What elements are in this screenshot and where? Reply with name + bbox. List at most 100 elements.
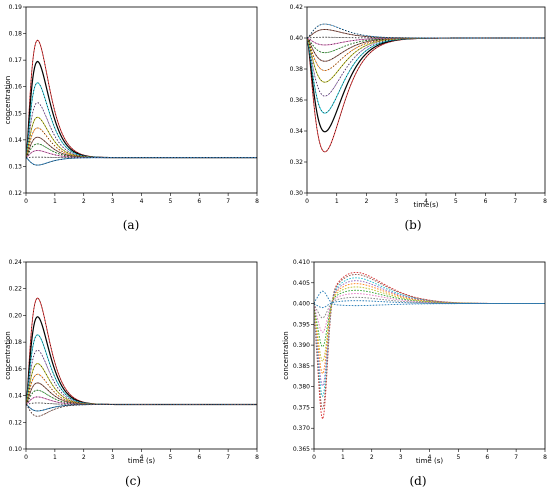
x-tick-label: 5 — [168, 198, 172, 205]
x-tick-label: 1 — [335, 198, 339, 205]
series-line — [26, 349, 257, 405]
y-tick-label: 0.10 — [9, 446, 23, 453]
y-tick-label: 0.390 — [293, 342, 310, 349]
series-line — [26, 116, 257, 159]
x-tick-label: 0 — [24, 454, 28, 461]
series-line — [307, 29, 545, 39]
x-axis-label: time (s) — [416, 457, 443, 465]
y-tick-label: 0.14 — [9, 393, 23, 400]
y-tick-label: 0.42 — [290, 4, 304, 11]
series-line — [307, 37, 545, 83]
series-group — [307, 23, 545, 153]
x-tick-label: 2 — [370, 454, 374, 461]
x-tick-label: 6 — [484, 198, 488, 205]
series-line-overlay — [26, 150, 257, 158]
series-line — [26, 150, 257, 159]
y-tick-label: 0.395 — [293, 321, 310, 328]
series-line-overlay — [26, 396, 257, 405]
series-line-overlay — [26, 334, 257, 405]
series-line-overlay — [26, 157, 257, 166]
x-tick-label: 2 — [82, 198, 86, 205]
y-axis-label: concentration — [4, 331, 12, 379]
x-tick-label: 6 — [197, 198, 201, 205]
x-tick-label: 1 — [53, 454, 57, 461]
x-tick-label: 4 — [424, 198, 428, 205]
series-line-overlay — [307, 23, 545, 39]
axes-frame — [306, 6, 546, 194]
series-line — [314, 283, 545, 375]
y-tick-label: 0.20 — [9, 312, 23, 319]
y-tick-label: 0.14 — [9, 137, 23, 144]
series-line — [307, 37, 545, 114]
x-tick-label: 3 — [399, 454, 403, 461]
x-tick-label: 5 — [454, 198, 458, 205]
series-line-overlay — [26, 373, 257, 405]
y-tick-label: 0.405 — [293, 280, 310, 287]
x-tick-label: 1 — [341, 454, 345, 461]
series-line — [314, 289, 545, 348]
y-axis-label: concentration — [282, 331, 290, 379]
series-line-overlay — [26, 389, 257, 405]
y-tick-label: 0.15 — [9, 110, 23, 117]
x-tick-label: 8 — [255, 454, 259, 461]
chart-panel-b: 0 1 2 3 4 5 6 7 8 0.30 0.32 0.34 0.36 0.38 0.40 0.42 tim… — [290, 4, 547, 232]
x-tick-label: 0 — [305, 198, 309, 205]
x-tick-label: 4 — [140, 454, 144, 461]
series-line — [26, 157, 257, 166]
y-tick-label: 0.16 — [9, 366, 23, 373]
series-line — [26, 396, 257, 405]
x-tick-label: 5 — [456, 454, 460, 461]
y-tick-label: 0.24 — [9, 259, 23, 266]
series-line — [314, 286, 545, 363]
x-tick-label: 7 — [514, 454, 518, 461]
x-tick-label: 6 — [197, 454, 201, 461]
y-tick-label: 0.12 — [9, 419, 23, 426]
series-line-overlay — [26, 382, 257, 405]
y-axis-label: concentration — [4, 76, 12, 124]
y-tick-label: 0.40 — [290, 35, 304, 42]
series-line — [314, 274, 545, 410]
y-tick-label: 0.17 — [9, 57, 23, 64]
series-line-overlay — [307, 37, 545, 46]
x-tick-label: 4 — [428, 454, 432, 461]
series-group — [26, 297, 257, 417]
panel-caption: (a) — [123, 218, 140, 232]
y-tick-label: 0.13 — [9, 163, 23, 170]
x-tick-label: 6 — [485, 454, 489, 461]
series-line — [307, 37, 545, 46]
y-tick-label: 0.30 — [290, 190, 304, 197]
x-tick-label: 0 — [312, 454, 316, 461]
chart-panel-a: 0 1 2 3 4 5 6 7 8 0.12 0.13 0.14 0.15 0.16 0.17 0.18 0.1… — [4, 4, 259, 232]
series-group — [314, 271, 545, 421]
x-tick-label: 1 — [53, 198, 57, 205]
y-tick-label: 0.18 — [9, 31, 23, 38]
x-tick-label: 8 — [543, 454, 547, 461]
x-tick-label: 7 — [226, 198, 230, 205]
axes-frame — [313, 261, 546, 450]
y-tick-label: 0.22 — [9, 286, 23, 293]
panel-caption: (d) — [409, 474, 426, 488]
x-tick-label: 7 — [226, 454, 230, 461]
y-tick-label: 0.375 — [293, 404, 310, 411]
x-tick-label: 4 — [140, 198, 144, 205]
y-tick-label: 0.34 — [290, 128, 304, 135]
x-tick-label: 0 — [24, 198, 28, 205]
series-line — [26, 82, 257, 159]
y-tick-label: 0.38 — [290, 66, 304, 73]
y-tick-label: 0.12 — [9, 190, 23, 197]
series-line-overlay — [26, 39, 257, 158]
series-line — [307, 23, 545, 39]
x-tick-label: 3 — [111, 198, 115, 205]
series-line-overlay — [307, 37, 545, 54]
x-tick-label: 5 — [168, 454, 172, 461]
series-line — [26, 404, 257, 417]
y-tick-label: 0.365 — [293, 446, 310, 453]
y-tick-label: 0.385 — [293, 363, 310, 370]
y-tick-label: 0.400 — [293, 301, 310, 308]
series-line — [26, 316, 257, 406]
x-axis-label: time (s) — [128, 457, 155, 465]
x-tick-label: 2 — [82, 454, 86, 461]
series-line — [314, 280, 545, 388]
y-tick-label: 0.16 — [9, 84, 23, 91]
